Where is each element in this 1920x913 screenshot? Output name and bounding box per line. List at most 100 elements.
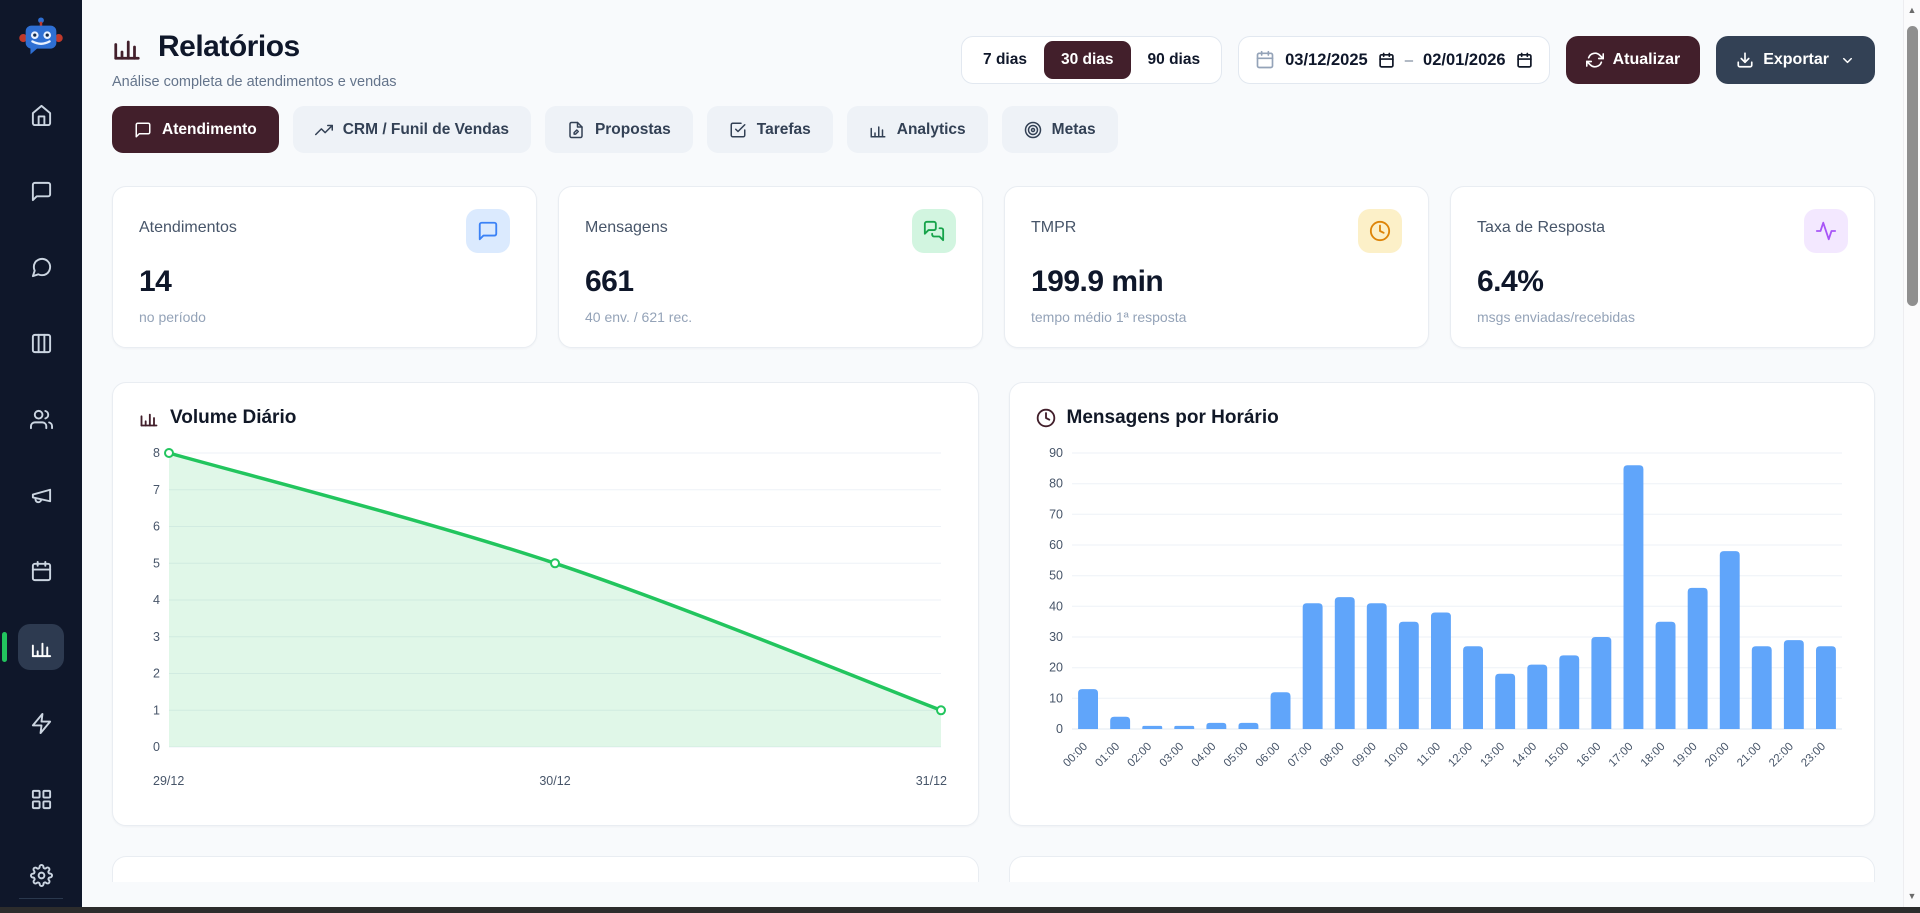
partial-card-left: [112, 856, 979, 882]
sidebar-item-apps[interactable]: [18, 776, 64, 822]
svg-text:7: 7: [153, 483, 160, 497]
calendar-icon: [30, 560, 53, 583]
svg-text:15:00: 15:00: [1542, 741, 1571, 770]
svg-text:18:00: 18:00: [1638, 741, 1667, 770]
stat-cards: Atendimentos 14 no período Mensagens 661 40 e…: [112, 186, 1875, 348]
page-subtitle: Análise completa de atendimentos e venda…: [112, 74, 397, 90]
svg-text:5: 5: [153, 556, 160, 570]
svg-text:01:00: 01:00: [1093, 741, 1122, 770]
svg-text:8: 8: [153, 446, 160, 460]
svg-text:0: 0: [153, 740, 160, 754]
stat-caption: msgs enviadas/recebidas: [1477, 309, 1635, 325]
tab-label: Propostas: [594, 120, 671, 138]
sidebar-item-chats[interactable]: [18, 168, 64, 214]
svg-text:4: 4: [153, 593, 160, 607]
bar-chart-icon: [30, 636, 53, 659]
sidebar: v1.0.1: [0, 0, 82, 913]
period-button-90-dias[interactable]: 90 dias: [1131, 41, 1218, 79]
chevron-down-icon: [1840, 53, 1855, 68]
svg-text:06:00: 06:00: [1253, 741, 1282, 770]
stat-card-atendimentos: Atendimentos 14 no período: [112, 186, 537, 348]
message-square-icon: [30, 180, 53, 203]
tab-label: Tarefas: [756, 120, 811, 138]
svg-text:12:00: 12:00: [1446, 741, 1475, 770]
svg-text:00:00: 00:00: [1061, 741, 1090, 770]
stat-label: TMPR: [1031, 219, 1077, 236]
svg-text:03:00: 03:00: [1157, 741, 1186, 770]
period-button-30-dias[interactable]: 30 dias: [1043, 41, 1131, 79]
stat-value: 6.4%: [1477, 265, 1544, 298]
tab-label: CRM / Funil de Vendas: [342, 120, 509, 138]
stat-card-mensagens: Mensagens 661 40 env. / 621 rec.: [558, 186, 983, 348]
export-button-label: Exportar: [1763, 51, 1829, 68]
tab-metas[interactable]: Metas: [1001, 106, 1118, 153]
tab-propostas[interactable]: Propostas: [544, 106, 693, 153]
sidebar-item-reports[interactable]: [2, 624, 64, 670]
clock-icon: [1036, 408, 1056, 428]
message-circle-icon: [30, 256, 53, 279]
svg-text:30/12: 30/12: [539, 774, 570, 788]
home-icon: [30, 104, 53, 127]
daily-volume-chart: 0 1 2 3 4 5 6 7 8 29/12 30/12 31/12: [139, 437, 952, 795]
file-edit-icon: [567, 121, 585, 139]
scrollbar-down-arrow[interactable]: ▼: [1907, 891, 1917, 901]
svg-text:30: 30: [1049, 630, 1063, 644]
start-date-picker-icon[interactable]: [1378, 52, 1395, 69]
refresh-button[interactable]: Atualizar: [1565, 36, 1701, 84]
period-button-7-dias[interactable]: 7 dias: [966, 41, 1044, 79]
svg-text:50: 50: [1049, 569, 1063, 583]
start-date-field[interactable]: 03/12/2025: [1285, 50, 1368, 69]
partial-card-right: [1008, 856, 1875, 882]
sidebar-item-home[interactable]: [18, 92, 64, 138]
export-button[interactable]: Exportar: [1716, 36, 1875, 84]
svg-text:10:00: 10:00: [1382, 741, 1411, 770]
stat-label: Atendimentos: [139, 219, 237, 236]
sidebar-item-schedule[interactable]: [18, 548, 64, 594]
sidebar-item-live-chat[interactable]: [18, 244, 64, 290]
target-icon: [1024, 121, 1042, 139]
messages-by-hour-title: Mensagens por Horário: [1066, 407, 1279, 428]
sidebar-footer: v1.0.1: [0, 898, 82, 913]
svg-text:04:00: 04:00: [1189, 741, 1218, 770]
tab-analytics[interactable]: Analytics: [846, 106, 988, 153]
end-date-field[interactable]: 02/01/2026: [1423, 50, 1506, 69]
svg-text:11:00: 11:00: [1414, 741, 1442, 769]
tab-tarefas[interactable]: Tarefas: [706, 106, 833, 153]
page-scrollbar[interactable]: ▲ ▼: [1903, 0, 1920, 913]
svg-text:08:00: 08:00: [1317, 741, 1346, 770]
sidebar-item-kanban[interactable]: [18, 320, 64, 366]
scrollbar-up-arrow[interactable]: ▲: [1907, 5, 1917, 15]
bottom-edge-strip: [0, 907, 1920, 913]
tab-label: Analytics: [896, 120, 966, 138]
end-date-picker-icon[interactable]: [1516, 52, 1533, 69]
trending-up-icon: [314, 121, 333, 139]
refresh-icon: [1585, 51, 1604, 69]
calendar-icon: [1255, 50, 1275, 70]
svg-text:70: 70: [1049, 507, 1063, 521]
svg-text:60: 60: [1049, 538, 1063, 552]
svg-text:13:00: 13:00: [1478, 741, 1507, 770]
svg-text:07:00: 07:00: [1285, 741, 1314, 770]
sidebar-nav: [2, 92, 64, 898]
svg-text:14:00: 14:00: [1510, 741, 1539, 770]
activity-icon: [1804, 209, 1848, 253]
svg-text:16:00: 16:00: [1574, 741, 1603, 770]
svg-text:19:00: 19:00: [1670, 741, 1699, 770]
sidebar-item-automations[interactable]: [18, 700, 64, 746]
stat-caption: 40 env. / 621 rec.: [585, 309, 693, 325]
sidebar-item-campaigns[interactable]: [18, 472, 64, 518]
svg-text:90: 90: [1049, 446, 1063, 460]
stat-value: 14: [139, 265, 172, 298]
tab-crm-funil-de-vendas[interactable]: CRM / Funil de Vendas: [292, 106, 531, 153]
sidebar-item-settings[interactable]: [18, 852, 64, 898]
svg-text:6: 6: [153, 520, 160, 534]
sidebar-item-contacts[interactable]: [18, 396, 64, 442]
layout-grid-icon: [30, 788, 53, 811]
bar-chart-icon: [869, 121, 887, 139]
scrollbar-thumb[interactable]: [1907, 26, 1918, 306]
svg-text:40: 40: [1049, 599, 1063, 613]
stat-value: 199.9 min: [1031, 265, 1164, 298]
message-square-icon: [466, 209, 510, 253]
page-title: Relatórios: [158, 30, 300, 63]
tab-atendimento[interactable]: Atendimento: [112, 106, 279, 153]
